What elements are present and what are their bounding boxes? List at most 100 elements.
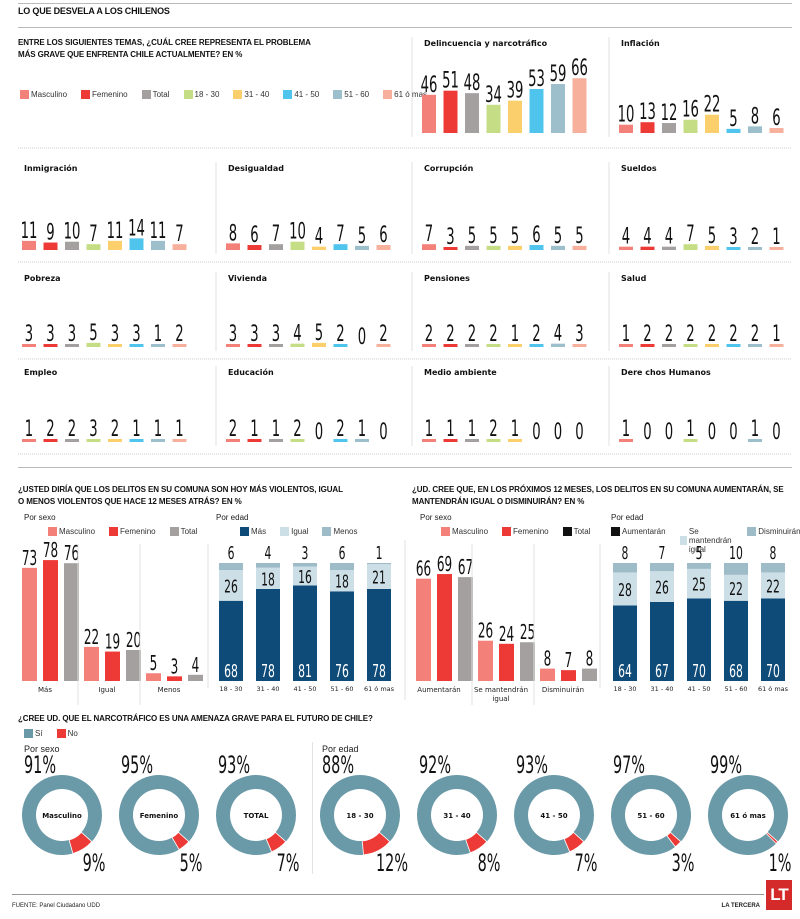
segment-value-label: 1 [376,543,383,564]
bar-value-label: 5 [729,106,737,131]
bar [269,344,283,347]
legend-swatch [322,527,332,536]
stacked-bar-segment [687,563,711,569]
bar-value-label: 0 [358,325,366,350]
bar-value-label: 14 [128,216,145,241]
bar [640,122,655,133]
bar-value-label: 0 [315,420,323,445]
bar [619,246,633,250]
bar [376,344,391,347]
panel-title: Educación [228,367,274,377]
bar [65,344,79,347]
bar-value-label: 22 [704,92,721,117]
bar-value-label: 4 [315,224,323,249]
bar [172,439,187,442]
bar [146,673,161,681]
bar [422,439,436,442]
segment-value-label: 4 [265,543,272,564]
donut-si-value: 92% [419,755,451,779]
bar [86,342,101,347]
bar [619,439,633,442]
bar-value-label: 1 [751,417,759,442]
bar [22,344,36,347]
legend-swatch [109,527,119,536]
footer-rule [12,894,764,895]
donut-si-value: 97% [613,755,645,779]
bar [683,344,698,347]
section4-divider [312,742,313,874]
bar [508,344,522,347]
section3-sexo-legend-item: Femenino [502,527,549,536]
legend-label: Se mantendrán igual [688,527,732,554]
bar-value-label: 1 [446,417,454,442]
bar [640,246,655,250]
section1-legend-item: Total [141,90,170,99]
bar [151,439,165,442]
legend-swatch [562,527,572,536]
bar-value-label: 39 [507,78,524,103]
bar-value-label: 7 [89,222,97,247]
donut-no-slice [563,831,585,853]
bar [422,344,436,347]
category-label: 61 ó mas [364,685,395,693]
bar [662,246,676,250]
bar [290,241,305,250]
stacked-bar-segment [330,570,354,592]
donut-no-value: 3% [672,849,695,877]
bar-value-label: 0 [643,420,651,445]
donut-si-slice [417,775,498,855]
legend-label: Total [180,527,198,536]
bar-value-label: 0 [379,420,387,445]
bar-value-label: 2 [336,322,344,347]
bar [64,563,79,681]
bar [458,577,473,681]
bar [486,344,501,347]
bar-value-label: 1 [511,322,519,347]
legend-label: Igual [291,527,309,536]
legend-label: Masculino [31,90,68,99]
bar [22,567,37,681]
section1-question: ENTRE LOS SIGUIENTES TEMAS, ¿CUÁL CREE R… [18,37,311,61]
bar-value-label: 53 [528,67,545,92]
section3-edad-legend-item: Se mantendrán igual [679,527,734,554]
stacked-bar-segment [293,563,317,567]
bar-value-label: 5 [468,223,476,248]
bar [416,578,431,681]
bar-value-label: 7 [686,222,694,247]
bar [748,344,762,347]
category-label: 18 - 30 [613,685,636,693]
bar-value-label: 3 [446,225,454,250]
donut-no-value: 5% [180,849,203,877]
legend-swatch [502,527,512,536]
bar [769,128,784,133]
bar-value-label: 7 [272,222,280,247]
bar-value-label: 12 [661,101,678,126]
panel-title: Pensiones [424,274,470,283]
legend-label: No [67,729,78,738]
bar [619,344,633,347]
bar-value-label: 2 [751,322,759,347]
bar-value-label: 66 [416,558,431,581]
bar-value-label: 1 [772,322,780,347]
donut-no-value: 7% [277,849,300,877]
footer-brand: LA TERCERA [721,903,760,909]
bar [108,439,122,442]
segment-value-label: 81 [298,661,312,682]
section4-por-sexo: Por sexo [24,744,60,754]
section2-por-edad: Por edad [216,513,249,522]
bar-value-label: 6 [772,106,780,131]
segment-value-label: 6 [339,543,346,564]
category-label: Aumentarán [417,686,460,694]
bar [499,643,514,681]
segment-value-label: 22 [766,577,780,598]
section2-question: ¿USTED DIRÍA QUE LOS DELITOS EN SU COMUN… [18,484,343,508]
segment-value-label: 68 [224,661,238,682]
segment-value-label: 28 [618,580,632,601]
bar-value-label: 2 [68,417,76,442]
title-rule [18,27,792,28]
legend-swatch [56,729,66,738]
legend-swatch [169,527,179,536]
section1-question-line2: MÁS GRAVE QUE ENFRENTA CHILE ACTUALMENTE… [18,50,243,59]
bar [355,439,369,442]
bar [129,238,144,250]
